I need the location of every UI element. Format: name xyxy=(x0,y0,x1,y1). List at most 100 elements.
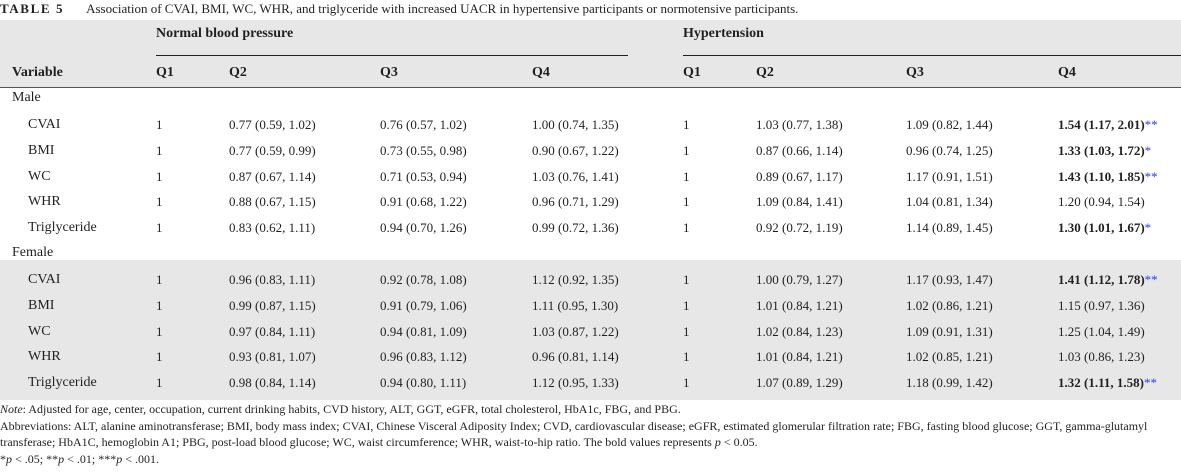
table-cell: 1.01 (0.84, 1.21) xyxy=(756,298,843,314)
table-cell: 1.02 (0.86, 1.21) xyxy=(906,298,993,314)
table-row: CVAI 1 0.96 (0.83, 1.11) 0.92 (0.78, 1.08) 1… xyxy=(0,272,1181,298)
table-cell: 1.11 (0.95, 1.30) xyxy=(532,298,618,314)
cell-value: 1.00 (0.79, 1.27) xyxy=(756,272,843,287)
table-cell: 1.01 (0.84, 1.21) xyxy=(756,349,843,365)
cell-value: 0.89 (0.67, 1.17) xyxy=(756,168,843,184)
cell-value: 0.94 (0.70, 1.26) xyxy=(380,220,467,236)
row-variable-name: WC xyxy=(28,168,51,184)
significance-marker: ** xyxy=(1144,117,1158,132)
table-cell: 0.94 (0.81, 1.09) xyxy=(380,324,467,340)
cell-value: 1.54 (1.17, 2.01) xyxy=(1058,117,1145,132)
table-cell: 1 xyxy=(683,298,690,314)
table-cell: 1 xyxy=(156,169,163,185)
table-cell: 0.93 (0.81, 1.07) xyxy=(229,349,316,365)
cell-value: 1 xyxy=(683,142,690,158)
section-label-male: Male xyxy=(12,90,41,105)
cell-value: 1.02 (0.86, 1.21) xyxy=(906,297,993,313)
table-row: Triglyceride 1 0.98 (0.84, 1.14) 0.94 (0.80… xyxy=(0,375,1181,401)
row-variable-name: WC xyxy=(28,323,51,339)
abbreviations-p: p xyxy=(714,435,721,449)
cell-value: 0.88 (0.67, 1.15) xyxy=(229,194,316,210)
table-cell: 1.00 (0.74, 1.35) xyxy=(532,117,619,133)
abbreviations-text: Abbreviations: ALT, alanine aminotransfe… xyxy=(0,418,1148,450)
table-cell: 1.07 (0.89, 1.29) xyxy=(756,375,843,391)
row-variable-name: BMI xyxy=(28,297,55,313)
cell-value: 0.94 (0.80, 1.11) xyxy=(380,375,467,391)
col-header-q2: Q2 xyxy=(229,65,247,80)
cell-value: 1 xyxy=(156,220,163,236)
cell-value: 0.77 (0.59, 1.02) xyxy=(229,117,316,132)
table-cell: 0.92 (0.72, 1.19) xyxy=(756,220,843,236)
col-header-q3: Q3 xyxy=(380,65,398,80)
cell-value: 1.18 (0.99, 1.42) xyxy=(906,375,993,391)
table-cell: 1.02 (0.85, 1.21) xyxy=(906,349,993,365)
table-cell: 1.15 (0.97, 1.36) xyxy=(1058,298,1145,314)
cell-value: 0.73 (0.55, 0.98) xyxy=(380,142,467,158)
table-cell: 0.89 (0.67, 1.17) xyxy=(756,169,843,185)
group-rule-hypertension xyxy=(683,55,1181,56)
table-cell: 0.92 (0.78, 1.08) xyxy=(380,272,467,288)
group-rule-normal xyxy=(156,55,628,56)
table-cell: 1.20 (0.94, 1.54) xyxy=(1058,194,1145,210)
cell-value: 0.76 (0.57, 1.02) xyxy=(380,117,467,132)
table-cell: 1 xyxy=(683,272,690,288)
table-row: Triglyceride 1 0.83 (0.62, 1.11) 0.94 (0.70… xyxy=(0,220,1181,246)
table-cell: 0.91 (0.79, 1.06) xyxy=(380,298,467,314)
header-divider xyxy=(0,87,1181,88)
cell-value: 1.15 (0.97, 1.36) xyxy=(1058,297,1145,313)
table-cell: 0.90 (0.67, 1.22) xyxy=(532,143,619,159)
table-cell: 1.09 (0.84, 1.41) xyxy=(756,194,843,210)
table-cell: 1 xyxy=(156,324,163,340)
cell-value: 1 xyxy=(683,117,690,132)
cell-value: 1.11 (0.95, 1.30) xyxy=(532,297,619,313)
cell-value: 1.03 (0.86, 1.23) xyxy=(1058,349,1145,365)
cell-value: 1.14 (0.89, 1.45) xyxy=(906,220,993,236)
table-cell: 1.02 (0.84, 1.23) xyxy=(756,324,843,340)
table-cell: 1.12 (0.95, 1.33) xyxy=(532,375,619,391)
table-cell: 0.96 (0.83, 1.12) xyxy=(380,349,467,365)
cell-value: 1 xyxy=(683,168,690,184)
group-header-hypertension: Hypertension xyxy=(683,26,764,41)
table-cell: 1 xyxy=(156,117,163,133)
cell-value: 0.92 (0.78, 1.08) xyxy=(380,272,467,287)
sig-rest-1: < .05; xyxy=(12,451,47,466)
cell-value: 0.99 (0.72, 1.36) xyxy=(532,220,619,236)
significance-marker: ** xyxy=(1143,375,1157,391)
table-notes: Note: Adjusted for age, center, occupati… xyxy=(0,401,1181,467)
cell-value: 1 xyxy=(156,142,163,158)
cell-value: 0.99 (0.87, 1.15) xyxy=(229,297,316,313)
sig-stars-3: *** xyxy=(98,451,117,466)
cell-value: 1 xyxy=(156,117,163,132)
cell-value: 1 xyxy=(683,375,690,391)
cell-value: 1.33 (1.03, 1.72) xyxy=(1058,142,1145,158)
table-cell: 1 xyxy=(156,349,163,365)
table-cell: 1 xyxy=(156,298,163,314)
cell-value: 1.04 (0.81, 1.34) xyxy=(906,194,993,210)
significance-marker: ** xyxy=(1144,168,1158,184)
table-row: BMI 1 0.77 (0.59, 0.99) 0.73 (0.55, 0.98) 0.… xyxy=(0,143,1181,169)
cell-value: 1 xyxy=(683,323,690,339)
col-header-q4: Q4 xyxy=(532,65,550,80)
table-row: WHR 1 0.93 (0.81, 1.07) 0.96 (0.83, 1.12) 0.… xyxy=(0,349,1181,375)
note-text: : Adjusted for age, center, occupation, … xyxy=(22,402,681,416)
cell-value: 1.20 (0.94, 1.54) xyxy=(1058,194,1145,210)
table-cell: 1 xyxy=(683,220,690,236)
table-cell: 1.09 (0.91, 1.31) xyxy=(906,324,993,340)
cell-value: 1 xyxy=(156,375,163,391)
table-cell: 1 xyxy=(156,375,163,391)
table-cell: 0.77 (0.59, 0.99) xyxy=(229,143,316,159)
cell-value: 1 xyxy=(156,323,163,339)
table-cell: 1.12 (0.92, 1.35) xyxy=(532,272,619,288)
table-cell: 1.30 (1.01, 1.67)* xyxy=(1058,220,1151,236)
group-header-normal: Normal blood pressure xyxy=(156,26,294,41)
sig-rest-3: < .001. xyxy=(122,451,159,466)
table-cell: 1 xyxy=(683,324,690,340)
table-row: WHR 1 0.88 (0.67, 1.15) 0.91 (0.68, 1.22) 0.… xyxy=(0,194,1181,220)
cell-value: 1 xyxy=(683,194,690,210)
cell-value: 1.25 (1.04, 1.49) xyxy=(1058,323,1145,339)
cell-value: 1.02 (0.84, 1.23) xyxy=(756,323,843,339)
sig-p-3: p xyxy=(116,451,123,466)
cell-value: 0.91 (0.68, 1.22) xyxy=(380,194,467,210)
table-row: WC 1 0.87 (0.67, 1.14) 0.71 (0.53, 0.94) 1.0… xyxy=(0,169,1181,195)
table-cell: 1.17 (0.91, 1.51) xyxy=(906,169,993,185)
